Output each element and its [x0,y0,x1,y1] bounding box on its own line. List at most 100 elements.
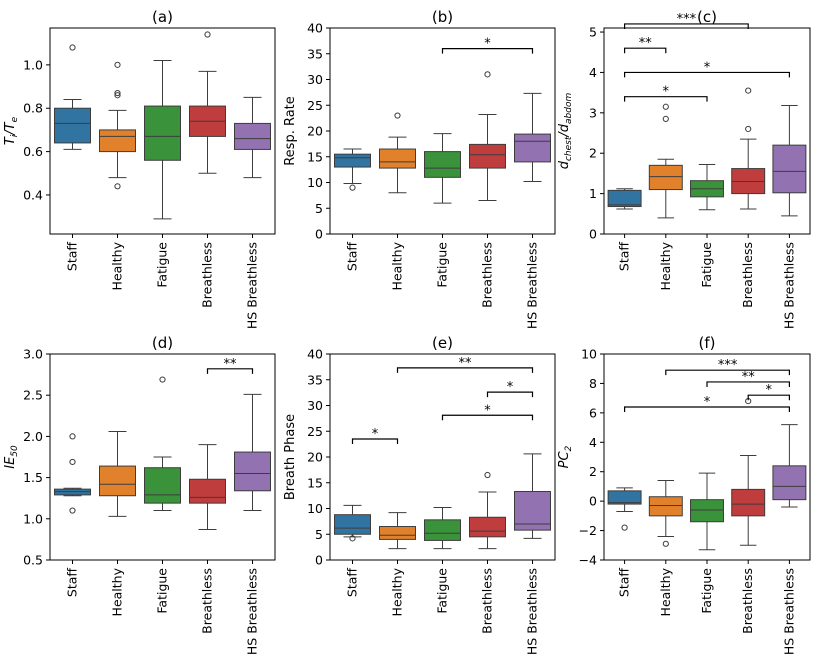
y-tick-label: 35 [307,372,323,387]
significance-label: * [766,383,773,398]
box-iqr [469,143,506,169]
box-healthy [379,512,416,550]
box-iqr [607,490,642,505]
significance-bracket [624,96,708,102]
box-breathless [731,397,766,546]
x-tick-label: Fatigue [155,242,170,288]
y-tick-label: 0 [589,227,597,242]
box-hs-breathless [772,105,807,217]
x-tick-label: Breathless [200,568,215,634]
y-tick-label: −4 [579,553,597,568]
x-tick-label: Staff [345,242,360,271]
box-iqr [514,133,551,163]
x-tick-label: HS Breathless [781,242,796,329]
box-staff [334,504,371,542]
box-breathless [189,31,226,174]
y-tick-label: 0.5 [23,553,43,568]
significance-bracket [486,391,534,398]
y-tick-label: 2.0 [23,429,43,444]
y-tick-label: 10 [581,347,597,362]
box-iqr [144,467,181,504]
box-healthy [648,480,683,547]
y-axis-label: Resp. Rate [283,96,298,166]
significance-label: ** [742,370,756,385]
x-tick-label: Healthy [110,241,125,290]
box-healthy [99,61,136,190]
outlier-point [69,507,76,514]
x-tick-label: Staff [345,568,360,597]
x-tick-label: Breathless [740,242,755,308]
x-tick-label: Fatigue [699,568,714,614]
outlier-point [484,71,491,78]
x-tick-label: HS Breathless [245,568,260,655]
y-tick-label: 5 [315,527,323,542]
box-hs-breathless [772,424,807,508]
x-tick-label: Fatigue [435,242,450,288]
y-tick-label: 1.0 [23,57,43,72]
significance-label: ** [639,36,653,51]
box-breathless [469,471,506,550]
box-iqr [648,496,683,517]
chart-title: (a) [152,8,173,26]
box-staff [607,487,642,531]
y-axis-label: PC2 [557,445,574,468]
box-fatigue [144,376,181,512]
x-tick-label: Healthy [110,567,125,616]
y-tick-label: 35 [307,46,323,61]
significance-bracket [441,414,534,421]
chart-title: (e) [432,334,453,352]
box-iqr [469,516,506,538]
box-iqr [424,151,461,178]
box-iqr [424,519,461,541]
outlier-point [745,87,752,94]
significance-label: * [704,60,711,75]
y-tick-label: 4 [589,65,597,80]
y-tick-label: 5 [315,201,323,216]
y-tick-label: 30 [307,398,323,413]
y-axis-label: Ti/Te [3,116,20,145]
box-fatigue [690,164,724,211]
box-hs-breathless [514,453,551,539]
outlier-point [484,471,491,479]
significance-bracket [206,368,254,374]
x-tick-label: Healthy [658,241,673,290]
x-tick-label: HS Breathless [525,568,540,655]
x-tick-label: Staff [65,568,80,597]
x-tick-label: Fatigue [435,568,450,614]
box-fatigue [424,133,461,204]
box-iqr [607,189,642,208]
y-tick-label: 40 [307,21,323,36]
y-tick-label: 3.0 [23,347,43,362]
box-healthy [99,430,136,517]
significance-label: * [704,395,711,410]
outlier-point [621,524,628,531]
significance-bracket [624,406,790,412]
y-axis-label: dchest/dabdom [557,92,574,169]
box-iqr [334,153,371,168]
outlier-point [745,125,752,133]
box-iqr [334,514,371,535]
x-tick-label: Fatigue [155,568,170,614]
box-breathless [469,71,506,202]
box-iqr [99,465,136,497]
outlier-point [69,458,76,466]
y-tick-label: 2 [589,464,597,479]
y-tick-label: 5 [589,25,597,40]
box-fatigue [424,506,461,550]
y-tick-label: 10 [307,501,323,516]
panel-4: (d) 0.5 1.0 1.5 2.0 2.5 3.0 IE50 ** Staff Healthy F… [3,334,276,655]
y-tick-label: 40 [307,347,323,362]
y-tick-label: 2.5 [23,388,43,403]
significance-bracket [396,367,534,373]
y-tick-label: 1.5 [23,470,43,485]
box-iqr [144,105,181,161]
significance-bracket [351,438,399,444]
y-tick-label: 6 [589,405,597,420]
y-tick-label: 20 [307,450,323,465]
chart-title: (b) [432,8,453,26]
outlier-point [662,115,669,122]
box-iqr [379,526,416,540]
box-hs-breathless [234,393,271,512]
outlier-point [349,184,356,191]
